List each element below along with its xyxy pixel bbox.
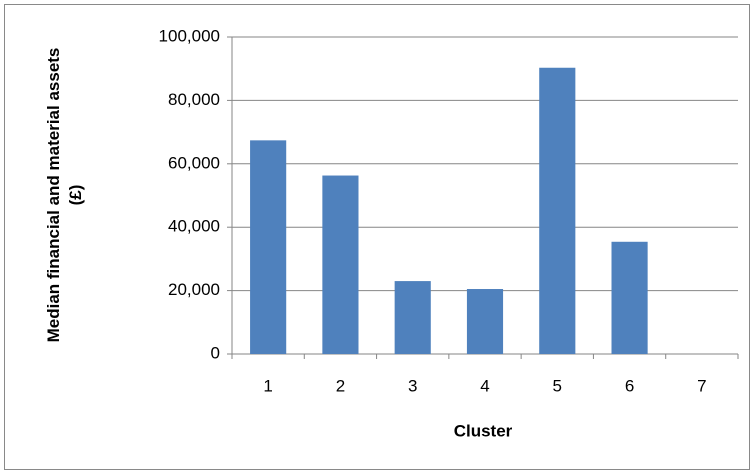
bar	[394, 281, 431, 354]
x-tick-label: 6	[625, 376, 634, 395]
x-tick-label: 1	[263, 376, 272, 395]
chart-border	[4, 4, 750, 470]
y-tick-label: 20,000	[168, 280, 220, 299]
x-axis-title: Cluster	[454, 421, 513, 440]
bar	[611, 241, 648, 354]
bar	[466, 289, 504, 354]
x-tick-label: 7	[697, 376, 706, 395]
x-tick-label: 4	[480, 376, 489, 395]
y-tick-label: 60,000	[168, 153, 220, 172]
y-tick-label: 40,000	[168, 217, 220, 236]
y-axis-title: Median financial and material assets (£)	[44, 47, 85, 343]
x-tick-label: 3	[408, 376, 417, 395]
y-tick-label: 0	[211, 343, 220, 362]
bar	[250, 140, 287, 354]
x-tick-label: 2	[336, 376, 345, 395]
x-tick-label: 5	[553, 376, 562, 395]
bar	[539, 67, 576, 355]
bar	[322, 175, 359, 354]
y-tick-label: 100,000	[159, 26, 220, 45]
y-tick-label: 80,000	[168, 90, 220, 109]
